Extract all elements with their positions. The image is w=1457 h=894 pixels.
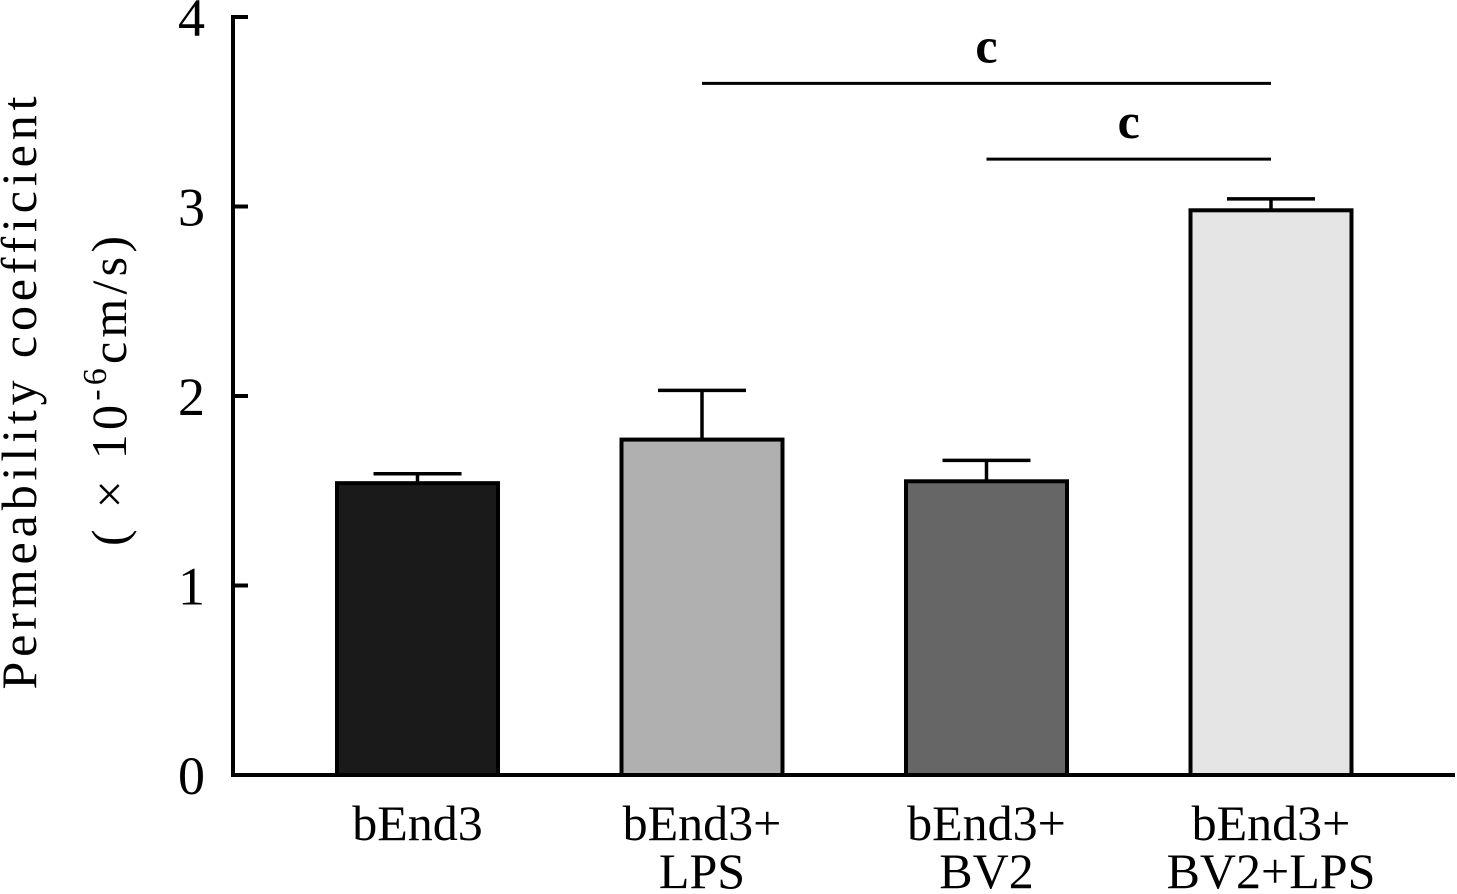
y-tick-label: 0: [178, 746, 205, 806]
y-tick-label: 3: [178, 178, 205, 238]
category-label: BV2+LPS: [1167, 843, 1376, 894]
bar-bend3: [335, 481, 500, 777]
category-label: BV2: [939, 843, 1033, 894]
bar-bend3-lps: [619, 437, 785, 777]
category-label: bEnd3: [352, 795, 483, 851]
bars-group: [335, 208, 1354, 778]
y-axis-unit-exponent: -6: [77, 368, 114, 401]
y-axis-unit-prefix: ( × 10: [81, 405, 137, 546]
y-axis-title: Permeability coefficient: [0, 96, 47, 689]
significance-annotations-group: cc: [702, 17, 1271, 161]
significance-label: c: [975, 17, 997, 73]
error-bars-group: [373, 197, 1315, 484]
category-label: LPS: [659, 843, 745, 894]
category-label: bEnd3+: [1192, 795, 1351, 851]
category-label: bEnd3+: [623, 795, 782, 851]
y-axis-unit: ( × 10 -6 cm/s): [77, 236, 137, 546]
bar-bend3-bv2: [904, 479, 1069, 777]
y-ticks-group: 0 1 2 3 4: [178, 0, 248, 806]
y-axis-unit-suffix: cm/s): [81, 236, 137, 364]
significance-label: c: [1118, 93, 1140, 149]
category-label: bEnd3+: [907, 795, 1066, 851]
y-tick-label: 1: [178, 557, 205, 617]
bar-bend3-bv2-lps: [1188, 208, 1354, 778]
y-tick-label: 2: [178, 367, 205, 427]
y-tick-label: 4: [178, 0, 205, 48]
